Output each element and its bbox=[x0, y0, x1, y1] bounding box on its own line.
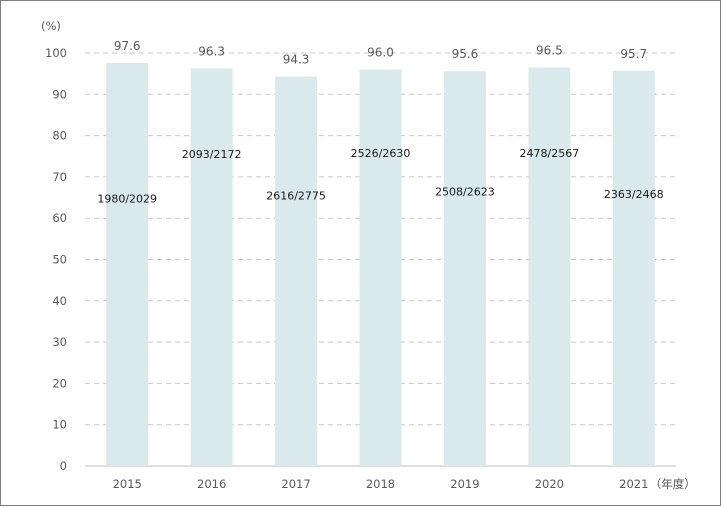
bar-ratio-label: 2508/2623 bbox=[435, 185, 495, 198]
y-tick-label: 10 bbox=[52, 418, 67, 432]
bar-2018 bbox=[359, 69, 402, 467]
bar-value-label: 96.3 bbox=[198, 44, 225, 58]
y-tick-label: 80 bbox=[52, 129, 67, 143]
bar-value-label: 96.5 bbox=[536, 43, 563, 57]
y-tick-label: 60 bbox=[52, 211, 67, 225]
y-tick-label: 40 bbox=[52, 294, 67, 308]
bar-value-label: 97.6 bbox=[114, 39, 141, 53]
y-tick-label: 30 bbox=[52, 335, 67, 349]
y-tick-label: 50 bbox=[52, 253, 67, 267]
bar-2016 bbox=[190, 68, 233, 466]
x-tick-label: 2019 bbox=[450, 477, 479, 491]
bar-value-label: 94.3 bbox=[283, 53, 310, 67]
bar-value-label: 96.0 bbox=[367, 46, 394, 60]
y-tick-label: 20 bbox=[52, 376, 67, 390]
y-tick-label: 70 bbox=[52, 170, 67, 184]
bar-2020 bbox=[528, 67, 571, 466]
x-tick-label: 2016 bbox=[197, 477, 226, 491]
bar-ratio-label: 2616/2775 bbox=[266, 189, 326, 202]
bar-ratio-label: 2478/2567 bbox=[520, 147, 580, 160]
x-unit-label: （年度） bbox=[650, 477, 696, 491]
bar-ratio-label: 1980/2029 bbox=[97, 192, 157, 205]
x-tick-label: 2015 bbox=[113, 477, 142, 491]
bar-2017 bbox=[275, 76, 318, 466]
bar-value-label: 95.6 bbox=[452, 47, 479, 61]
bar-ratio-label: 2363/2468 bbox=[604, 188, 664, 201]
x-tick-label: 2017 bbox=[281, 477, 310, 491]
x-tick-label: 2021 bbox=[619, 477, 648, 491]
x-tick-label: 2020 bbox=[535, 477, 564, 491]
y-tick-label: 0 bbox=[60, 459, 67, 473]
y-unit-label: (%) bbox=[41, 19, 61, 33]
bar-value-label: 95.7 bbox=[620, 47, 647, 61]
x-tick-label: 2018 bbox=[366, 477, 395, 491]
bar-ratio-label: 2526/2630 bbox=[351, 147, 411, 160]
bar-2019 bbox=[443, 71, 486, 466]
bar-ratio-label: 2093/2172 bbox=[182, 148, 242, 161]
y-tick-label: 90 bbox=[52, 87, 67, 101]
bar-2021 bbox=[612, 70, 655, 466]
bar-2015 bbox=[106, 62, 149, 467]
y-tick-label: 100 bbox=[45, 46, 67, 60]
